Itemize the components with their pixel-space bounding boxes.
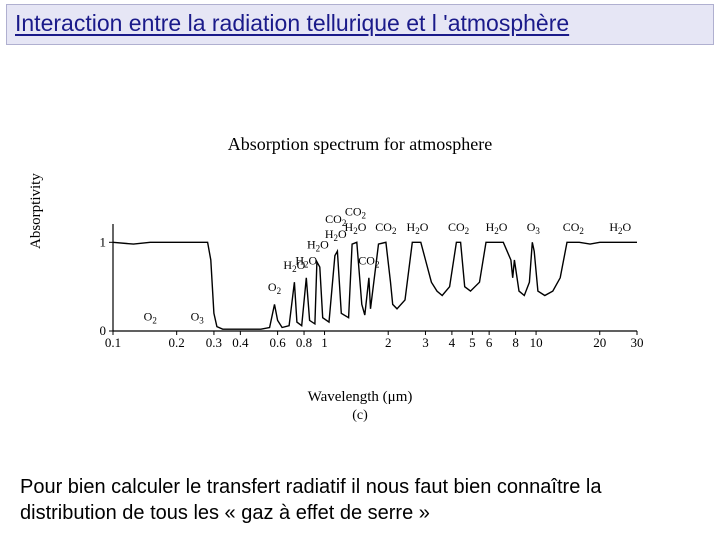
svg-text:2: 2 xyxy=(385,335,392,350)
svg-text:3: 3 xyxy=(422,335,429,350)
svg-text:5: 5 xyxy=(469,335,476,350)
svg-text:6: 6 xyxy=(486,335,493,350)
page-title: Interaction entre la radiation telluriqu… xyxy=(15,9,705,38)
svg-text:O2: O2 xyxy=(144,309,157,325)
svg-text:H2O: H2O xyxy=(345,220,367,236)
chart-ylabel: Absorptivity xyxy=(28,173,45,249)
svg-text:H2O: H2O xyxy=(609,220,631,236)
svg-text:H2O: H2O xyxy=(295,253,317,269)
footer-text: Pour bien calculer le transfert radiatif… xyxy=(20,474,700,526)
svg-text:0.3: 0.3 xyxy=(206,335,222,350)
svg-text:20: 20 xyxy=(593,335,606,350)
svg-text:CO2: CO2 xyxy=(448,220,469,236)
svg-text:0.2: 0.2 xyxy=(169,335,185,350)
svg-text:H2O: H2O xyxy=(486,220,508,236)
svg-text:10: 10 xyxy=(530,335,543,350)
svg-text:CO2: CO2 xyxy=(563,220,584,236)
svg-text:CO2: CO2 xyxy=(345,205,366,221)
svg-text:CO2: CO2 xyxy=(325,212,346,228)
svg-text:30: 30 xyxy=(631,335,644,350)
svg-text:O2: O2 xyxy=(268,280,281,296)
svg-text:CO2: CO2 xyxy=(375,220,396,236)
svg-text:1: 1 xyxy=(321,335,328,350)
svg-text:CO2: CO2 xyxy=(358,253,379,269)
svg-text:O3: O3 xyxy=(527,220,541,236)
svg-text:0.6: 0.6 xyxy=(269,335,286,350)
svg-text:4: 4 xyxy=(449,335,456,350)
svg-text:8: 8 xyxy=(512,335,519,350)
svg-text:0.8: 0.8 xyxy=(296,335,312,350)
svg-text:H2O: H2O xyxy=(407,220,429,236)
chart-sublabel: (c) xyxy=(352,408,368,424)
svg-text:0.4: 0.4 xyxy=(232,335,249,350)
absorption-chart: Absorption spectrum for atmosphere Absor… xyxy=(50,134,670,424)
svg-text:1: 1 xyxy=(100,234,107,249)
chart-title: Absorption spectrum for atmosphere xyxy=(228,134,492,155)
svg-text:O3: O3 xyxy=(191,309,205,325)
svg-text:0.1: 0.1 xyxy=(105,335,121,350)
title-bar: Interaction entre la radiation telluriqu… xyxy=(6,4,714,45)
chart-plot: 010.10.20.30.40.60.81234568102030O2O3O2H… xyxy=(85,189,645,359)
chart-xlabel: Wavelength (μm) xyxy=(308,389,413,406)
